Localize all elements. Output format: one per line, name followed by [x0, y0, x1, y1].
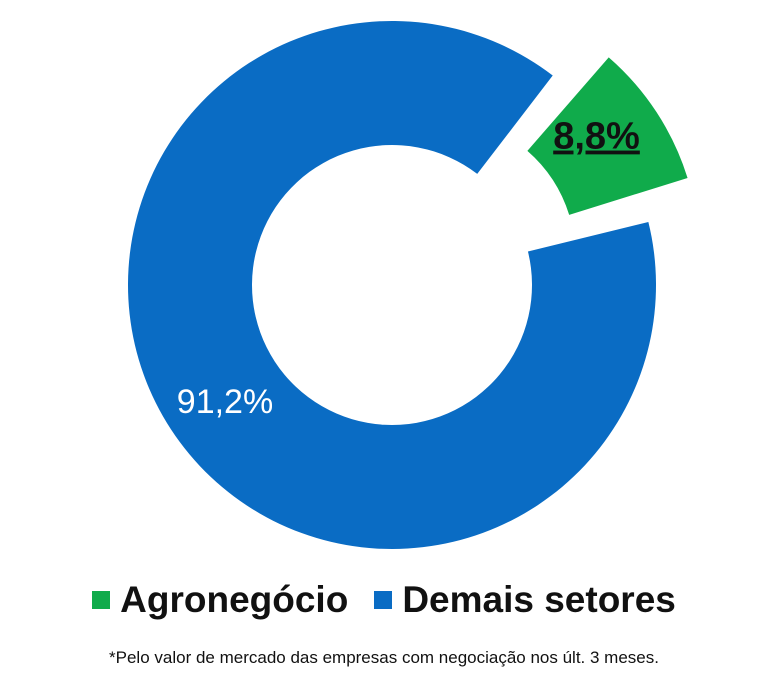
legend-swatch-demais-setores: [374, 591, 393, 609]
slice-demais-setores: [128, 21, 656, 550]
slice-agronegocio: [527, 57, 688, 215]
legend-item-demais-setores: Demais setores: [374, 579, 676, 621]
data-label-demais-setores: 91,2%: [177, 383, 273, 421]
legend-swatch-agronegocio: [92, 591, 111, 609]
data-label-agronegocio: 8,8%: [553, 116, 640, 158]
footnote: *Pelo valor de mercado das empresas com …: [109, 648, 659, 667]
legend-item-agronegocio: Agronegócio: [92, 579, 348, 621]
donut-chart: 8,8% 91,2%: [128, 21, 688, 550]
legend: Agronegócio Demais setores: [0, 572, 768, 628]
legend-label-agronegocio: Agronegócio: [120, 579, 349, 620]
legend-label-demais-setores: Demais setores: [402, 579, 676, 620]
